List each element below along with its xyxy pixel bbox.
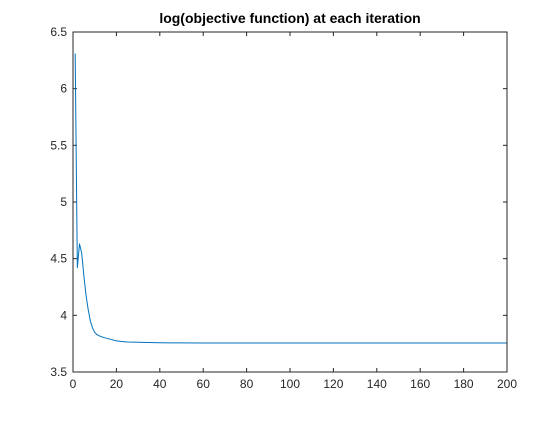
y-tick-label: 6 xyxy=(60,82,67,96)
axes-box xyxy=(72,31,508,373)
y-axis-ticks: 3.5 4 4.5 5 5.5 6 6.5 xyxy=(50,25,507,379)
x-tick-label: 20 xyxy=(110,377,124,391)
y-tick-label: 4 xyxy=(60,308,67,322)
y-tick-label: 6.5 xyxy=(50,25,67,39)
x-tick-label: 80 xyxy=(240,377,254,391)
series-line-0 xyxy=(74,53,507,344)
y-tick-label: 5 xyxy=(60,195,67,209)
x-tick-label: 100 xyxy=(280,377,300,391)
x-tick-label: 60 xyxy=(197,377,211,391)
plot-area xyxy=(73,32,507,372)
series-layer xyxy=(74,53,507,344)
x-axis-ticks: 0 20 40 60 80 100 120 140 160 180 200 xyxy=(70,32,517,391)
chart-title: log(objective function) at each iteratio… xyxy=(159,10,420,26)
x-tick-label: 120 xyxy=(323,377,343,391)
x-tick-label: 200 xyxy=(497,377,517,391)
x-tick-label: 180 xyxy=(454,377,474,391)
y-tick-label: 5.5 xyxy=(50,138,67,152)
x-tick-label: 140 xyxy=(367,377,387,391)
axes-background xyxy=(73,32,507,372)
x-tick-label: 40 xyxy=(153,377,167,391)
y-tick-label: 4.5 xyxy=(50,252,67,266)
y-tick-label: 3.5 xyxy=(50,365,67,379)
x-tick-label: 160 xyxy=(410,377,430,391)
x-tick-label: 0 xyxy=(70,377,77,391)
